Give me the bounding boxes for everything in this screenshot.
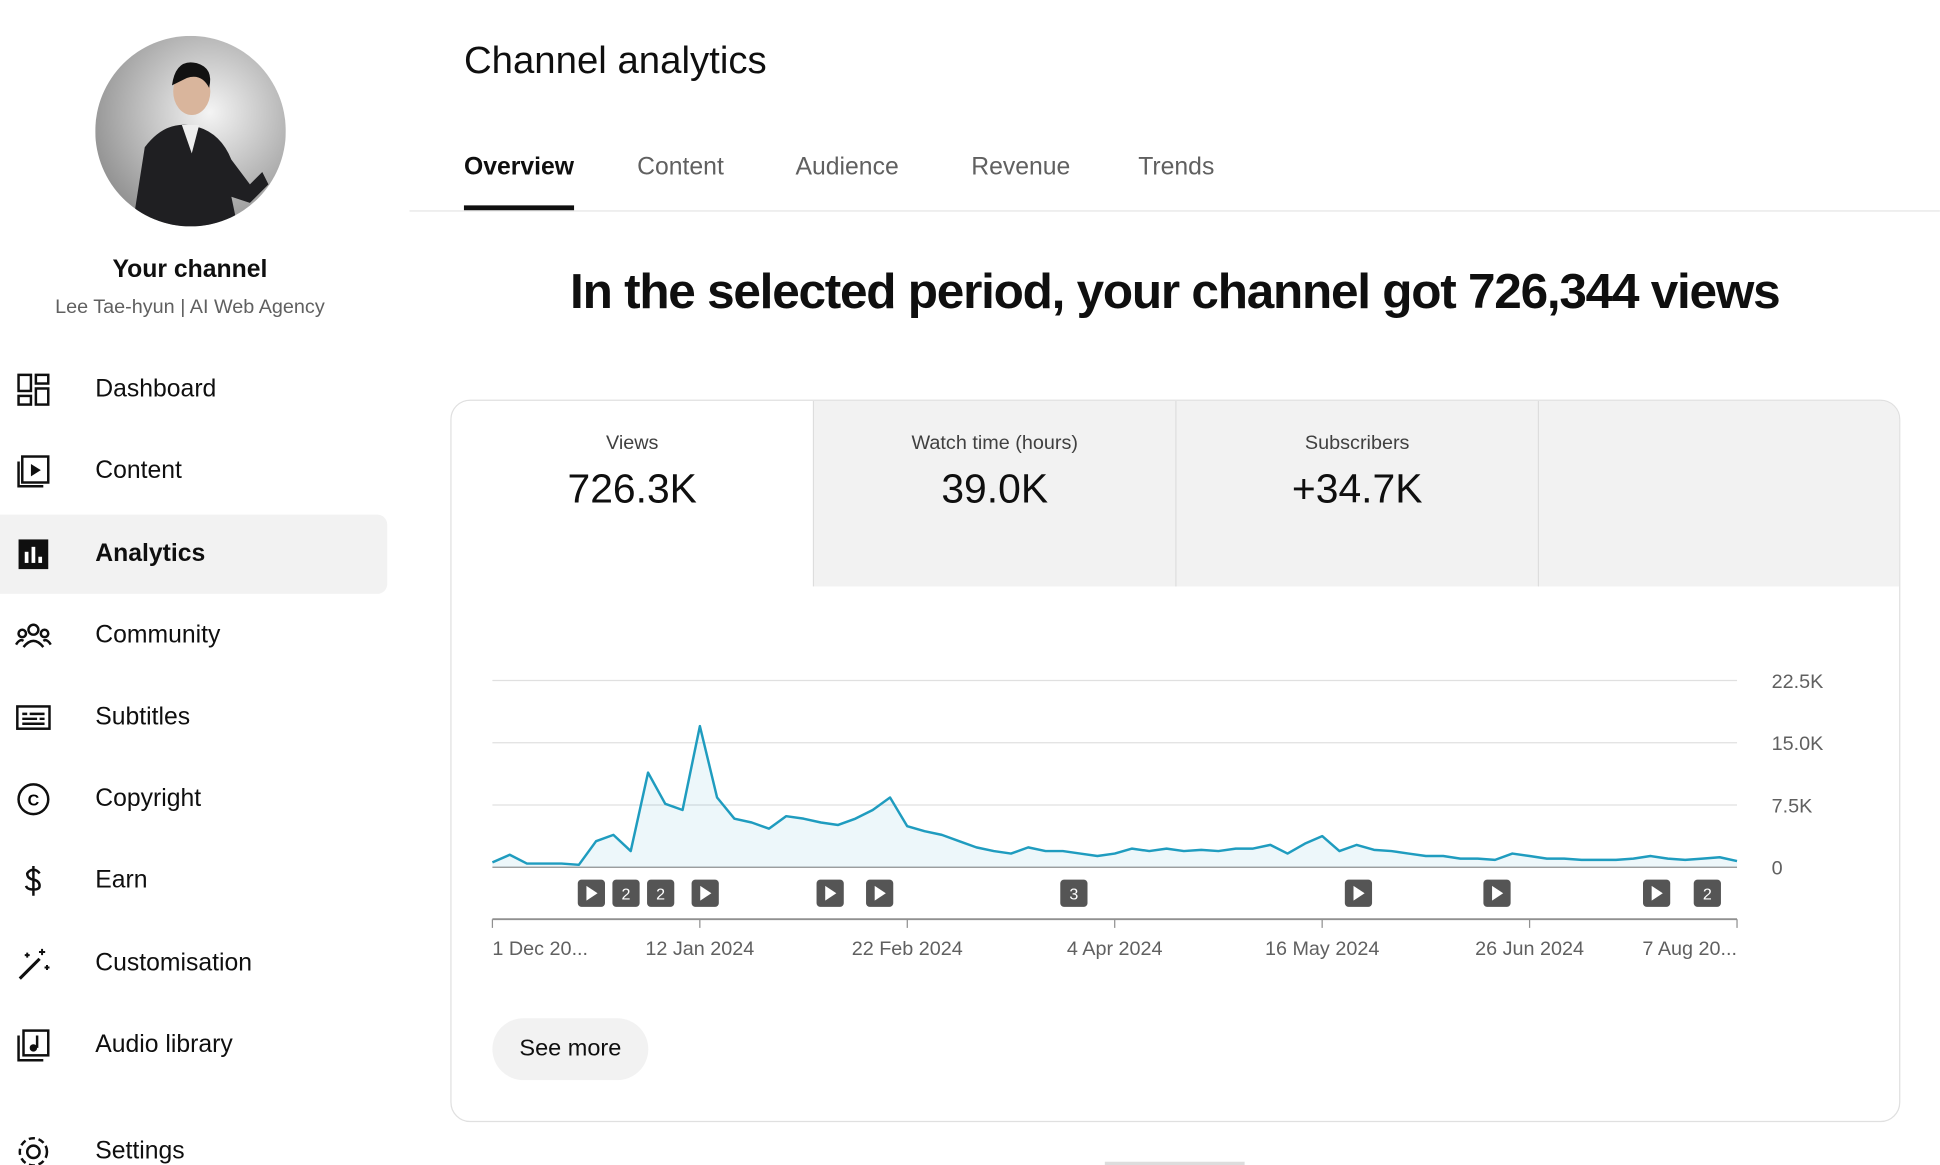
nav-item[interactable]: C Copyright <box>0 760 387 839</box>
overview-card: Views 726.3K Watch time (hours) 39.0K Subscr… <box>450 399 1901 1123</box>
video-marker <box>1693 879 1721 907</box>
nav-label: Copyright <box>95 785 202 813</box>
nav-item[interactable]: Customisation <box>0 924 387 1003</box>
y-tick-label: 0 <box>1772 858 1783 880</box>
nav-label: Audio library <box>95 1031 233 1059</box>
video-marker <box>612 879 640 907</box>
x-tick-label: 26 Jun 2024 <box>1475 938 1584 960</box>
metric-label: Views <box>605 433 659 455</box>
y-tick-label: 22.5K <box>1772 671 1824 693</box>
svg-text:C: C <box>28 791 40 809</box>
marker-count: 2 <box>1703 885 1712 903</box>
marker-count: 2 <box>622 885 631 903</box>
tab-divider <box>409 210 1940 212</box>
play-icon <box>586 885 598 901</box>
nav-item[interactable]: Dashboard <box>0 350 387 429</box>
nav-icon <box>17 373 50 406</box>
play-icon <box>1492 885 1504 901</box>
nav-item[interactable]: Analytics <box>0 514 388 594</box>
page-title: Channel analytics <box>463 38 767 82</box>
play-icon <box>874 885 886 901</box>
nav-icon <box>15 623 52 648</box>
channel-title: Your channel <box>112 256 268 284</box>
nav-icon <box>18 948 50 980</box>
play-icon <box>1651 885 1663 901</box>
metric-tab[interactable]: Views 726.3K <box>451 400 815 587</box>
nav-icon <box>17 1029 50 1062</box>
nav-label: Subtitles <box>95 703 191 731</box>
nav-icon <box>16 705 51 730</box>
nav-icon: C <box>17 783 50 816</box>
metric-value: +34.7K <box>1291 465 1423 511</box>
nav-label: Analytics <box>95 540 206 568</box>
x-tick-label: 4 Apr 2024 <box>1067 938 1163 960</box>
metric-value: 726.3K <box>567 465 697 511</box>
channel-avatar[interactable] <box>95 35 286 227</box>
see-more-button[interactable]: See more <box>492 1018 649 1081</box>
y-tick-label: 15.0K <box>1772 733 1824 755</box>
video-marker <box>1060 879 1088 907</box>
nav-item[interactable]: Audio library <box>0 1006 387 1085</box>
nav-item[interactable]: Community <box>0 596 387 675</box>
marker-count: 2 <box>656 885 665 903</box>
x-tick-label: 7 Aug 20... <box>1642 938 1737 960</box>
metric-label: Watch time (hours) <box>911 433 1078 455</box>
metric-tab[interactable]: Subscribers +34.7K <box>1176 400 1540 587</box>
scroll-indicator <box>1104 1161 1245 1165</box>
play-icon <box>700 885 712 901</box>
channel-name: Lee Tae-hyun | AI Web Agency <box>55 296 325 318</box>
metric-tab-empty <box>1539 400 1900 587</box>
nav-icon <box>18 539 49 570</box>
area <box>492 726 1738 868</box>
metric-value: 39.0K <box>941 465 1049 511</box>
tab[interactable]: Trends <box>1138 153 1215 181</box>
nav-label: Earn <box>95 866 148 894</box>
tab[interactable]: Audience <box>795 153 899 181</box>
video-marker <box>647 879 675 907</box>
play-icon <box>825 885 837 901</box>
x-tick-label: 16 May 2024 <box>1265 938 1379 960</box>
x-tick-label: 22 Feb 2024 <box>852 938 963 960</box>
nav-label: Settings <box>95 1137 185 1165</box>
nav-item[interactable]: Earn <box>0 841 387 920</box>
x-tick-label: 1 Dec 20... <box>492 938 588 960</box>
nav-item[interactable]: Subtitles <box>0 678 387 757</box>
metric-tab[interactable]: Watch time (hours) 39.0K <box>814 400 1177 587</box>
x-tick-label: 12 Jan 2024 <box>645 938 754 960</box>
tab[interactable]: Overview <box>463 153 575 181</box>
nav-label: Community <box>95 621 221 649</box>
metric-label: Subscribers <box>1304 433 1410 455</box>
line <box>491 724 1738 867</box>
play-icon <box>1353 885 1365 901</box>
y-tick-label: 7.5K <box>1772 795 1813 817</box>
nav-item[interactable]: Settings <box>0 1112 387 1165</box>
nav-item[interactable]: Content <box>0 432 387 511</box>
nav-label: Customisation <box>95 949 253 977</box>
tab[interactable]: Revenue <box>971 153 1071 181</box>
nav-icon <box>18 1136 49 1165</box>
marker-count: 3 <box>1069 885 1078 903</box>
tab[interactable]: Content <box>637 153 724 181</box>
headline: In the selected period, your channel got… <box>570 264 1781 320</box>
nav-label: Content <box>95 457 182 485</box>
nav-icon <box>17 455 50 488</box>
nav-icon <box>24 866 41 896</box>
nav-label: Dashboard <box>95 375 217 403</box>
tab-underline <box>463 205 575 211</box>
